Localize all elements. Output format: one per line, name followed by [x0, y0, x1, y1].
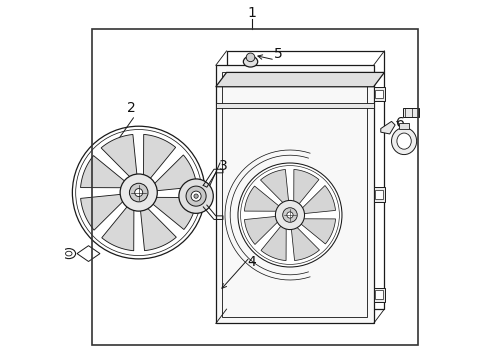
Ellipse shape: [243, 56, 257, 67]
Bar: [373, 87, 384, 101]
Text: 4: 4: [247, 256, 256, 270]
Polygon shape: [81, 194, 125, 230]
Polygon shape: [300, 185, 335, 214]
Ellipse shape: [391, 128, 416, 154]
Circle shape: [179, 179, 213, 213]
Polygon shape: [260, 170, 288, 205]
Polygon shape: [261, 224, 285, 261]
Circle shape: [129, 183, 148, 202]
Polygon shape: [244, 186, 281, 211]
Circle shape: [135, 189, 142, 197]
Polygon shape: [143, 134, 175, 181]
Bar: [375, 291, 382, 299]
Circle shape: [282, 208, 297, 222]
Bar: [373, 288, 384, 302]
Circle shape: [120, 174, 157, 211]
Polygon shape: [215, 103, 373, 108]
Circle shape: [275, 201, 304, 230]
Bar: [92, 30, 418, 345]
Polygon shape: [244, 216, 279, 244]
Text: 2: 2: [127, 101, 136, 115]
Polygon shape: [150, 197, 197, 230]
Circle shape: [246, 53, 254, 62]
Ellipse shape: [396, 133, 410, 149]
Polygon shape: [152, 155, 196, 191]
Polygon shape: [215, 72, 384, 87]
Polygon shape: [298, 219, 335, 244]
Bar: [403, 108, 419, 117]
Circle shape: [191, 191, 201, 201]
Polygon shape: [380, 121, 394, 134]
Polygon shape: [293, 170, 318, 206]
Text: 1: 1: [247, 6, 256, 20]
Bar: [373, 187, 384, 202]
Bar: [215, 65, 373, 323]
Text: 3: 3: [218, 159, 227, 173]
Circle shape: [194, 194, 198, 198]
Text: 6: 6: [395, 116, 404, 130]
Bar: [398, 123, 408, 129]
Polygon shape: [77, 246, 100, 261]
Text: 5: 5: [274, 48, 283, 62]
Polygon shape: [102, 204, 134, 251]
Circle shape: [286, 212, 292, 218]
Polygon shape: [290, 225, 319, 261]
Circle shape: [72, 126, 204, 259]
Polygon shape: [101, 135, 137, 179]
Circle shape: [185, 186, 206, 206]
Ellipse shape: [62, 248, 76, 258]
Bar: [226, 51, 384, 309]
Circle shape: [238, 163, 341, 267]
Bar: [375, 90, 382, 98]
Bar: [375, 190, 382, 199]
Bar: [222, 72, 366, 317]
Polygon shape: [81, 156, 127, 188]
Polygon shape: [140, 206, 176, 251]
Ellipse shape: [65, 251, 72, 256]
